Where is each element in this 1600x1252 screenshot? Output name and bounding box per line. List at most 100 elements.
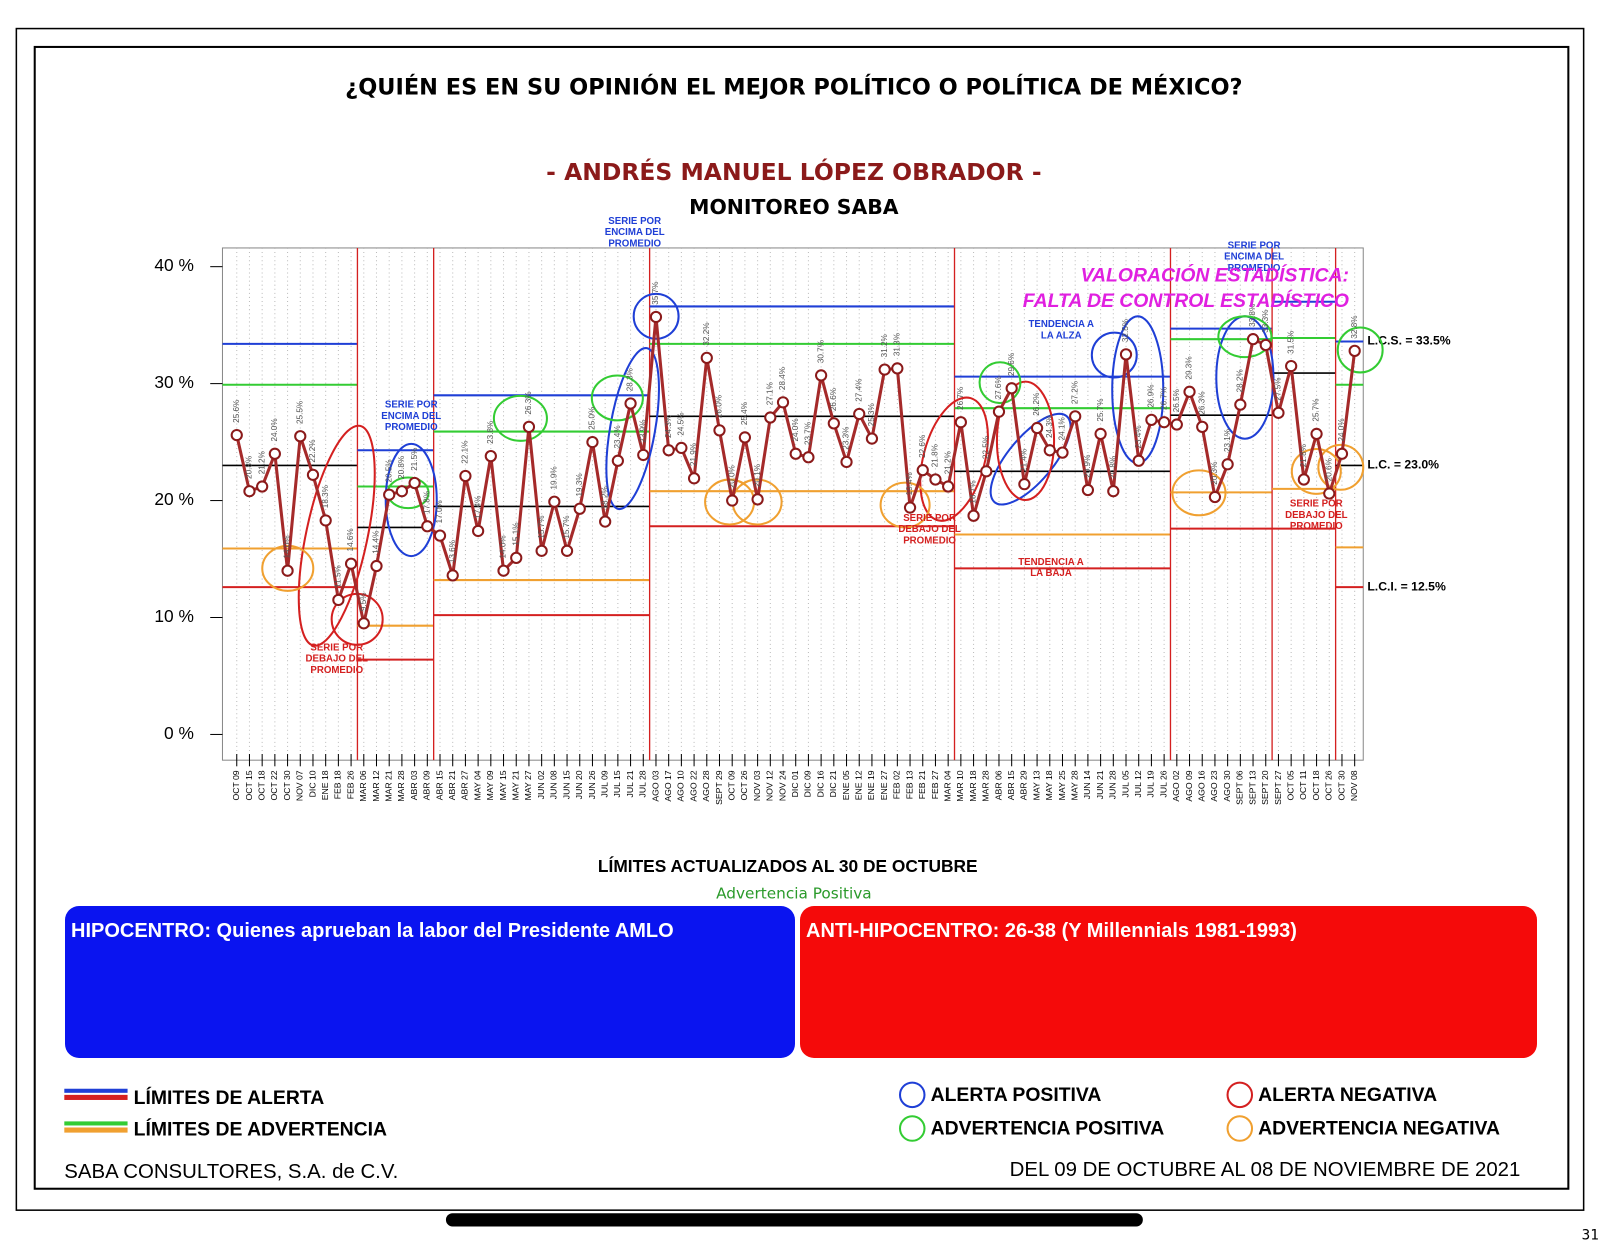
x-tick-label: OCT 18 xyxy=(1311,770,1321,800)
value-label: 25.5% xyxy=(295,401,304,424)
legend-circle xyxy=(1226,1115,1254,1142)
x-tick-label: NOV 03 xyxy=(752,770,762,801)
data-point xyxy=(916,464,929,477)
data-point xyxy=(573,502,586,515)
x-tick-label: AGO 02 xyxy=(1171,770,1181,801)
footer-company: SABA CONSULTORES, S.A. de C.V. xyxy=(64,1161,398,1183)
value-label: 28.3% xyxy=(626,368,635,391)
data-point xyxy=(256,480,269,493)
x-tick-label: ABR 06 xyxy=(993,770,1003,800)
data-point xyxy=(281,564,294,577)
hipocentro-panel: HIPOCENTRO: Quienes aprueban la labor de… xyxy=(65,906,795,1058)
data-point xyxy=(1119,348,1133,361)
legend-swatch xyxy=(64,1121,128,1126)
annotation: TENDENCIA A xyxy=(1018,557,1083,568)
x-tick-label: NOV 08 xyxy=(1349,770,1359,801)
value-label: 14.4% xyxy=(372,531,381,554)
data-point xyxy=(891,362,904,375)
value-label: 29.3% xyxy=(1185,356,1194,379)
value-label: 28.2% xyxy=(1235,369,1244,392)
x-tick-label: DIC 21 xyxy=(828,770,838,797)
value-label: 24.3% xyxy=(1045,415,1054,438)
annotation: PROMEDIO xyxy=(1228,263,1281,274)
status: Advertencia Positiva xyxy=(716,884,872,902)
x-tick-label: OCT 26 xyxy=(739,770,749,800)
value-label: 13.6% xyxy=(448,540,457,563)
x-tick-label: MAY 21 xyxy=(511,770,521,800)
value-label: 18.7% xyxy=(969,480,978,503)
x-tick-label: OCT 15 xyxy=(244,770,254,800)
data-point xyxy=(776,396,790,409)
legend-label: LÍMITES DE ADVERTENCIA xyxy=(134,1118,387,1141)
value-label: 27.1% xyxy=(765,382,774,405)
value-label: 17.8% xyxy=(422,491,431,514)
value-label: 24.3% xyxy=(664,415,673,438)
data-point xyxy=(408,476,421,490)
value-label: 14.6% xyxy=(346,528,355,551)
data-point xyxy=(344,557,358,570)
highlight-ellipse xyxy=(605,347,660,511)
annotation: PROMEDIO xyxy=(1290,521,1343,532)
highlight-ellipse xyxy=(1090,331,1138,379)
data-point xyxy=(268,447,281,460)
legend-label: ALERTA POSITIVA xyxy=(931,1084,1102,1106)
y-tick-label: 10 % xyxy=(154,606,194,626)
x-tick-label: MAY 25 xyxy=(1057,770,1067,800)
x-tick-label: OCT 09 xyxy=(726,770,736,800)
data-point xyxy=(1081,483,1095,497)
data-point xyxy=(1285,359,1298,373)
x-tick-label: DIC 09 xyxy=(803,770,813,797)
value-label: 22.1% xyxy=(461,441,470,464)
data-point xyxy=(1183,385,1196,398)
legend-circle xyxy=(1226,1081,1254,1109)
value-label: 27.4% xyxy=(854,379,863,402)
value-label: 20.0% xyxy=(727,465,736,488)
value-label: 27.5% xyxy=(1274,377,1283,400)
data-point xyxy=(1094,427,1107,441)
data-point xyxy=(687,472,701,485)
value-label: 25.6% xyxy=(232,400,241,423)
legend-circle xyxy=(898,1115,926,1142)
x-tick-label: ABR 21 xyxy=(447,770,457,800)
value-label: 20.1% xyxy=(753,464,762,487)
data-point xyxy=(1018,478,1031,491)
data-point xyxy=(370,559,383,573)
chart-title: ¿QUIÉN ES EN SU OPINIÓN EL MEJOR POLÍTIC… xyxy=(345,72,1242,100)
x-tick-label: JUL 12 xyxy=(1133,770,1143,797)
x-tick-label: MAY 18 xyxy=(1044,770,1054,800)
highlight-ellipse xyxy=(989,412,1072,506)
value-label: 24.0% xyxy=(270,418,279,441)
data-point xyxy=(421,520,434,533)
value-label: 27.6% xyxy=(994,376,1003,399)
data-point xyxy=(395,485,409,498)
x-tick-label: FEB 18 xyxy=(333,770,343,799)
x-tick-label: ENE 19 xyxy=(866,770,876,800)
x-tick-label: JUN 02 xyxy=(536,770,546,799)
value-label: 23.8% xyxy=(486,421,495,444)
data-point xyxy=(548,495,561,508)
highlight-ellipse xyxy=(995,380,1056,502)
x-tick-label: JUL 28 xyxy=(638,770,648,797)
data-point xyxy=(649,310,663,324)
value-label: 23.4% xyxy=(1134,425,1143,448)
x-tick-label: ABR 15 xyxy=(434,770,444,800)
value-label: 14.0% xyxy=(283,535,292,558)
y-tick-label: 0 % xyxy=(164,723,194,743)
x-tick-label: JUN 26 xyxy=(587,770,597,799)
x-tick-label: ABR 03 xyxy=(409,770,419,800)
data-point xyxy=(954,416,967,429)
legend-swatch xyxy=(64,1127,128,1133)
data-point xyxy=(599,515,612,528)
value-label: 17.0% xyxy=(435,500,444,523)
value-label: 26.0% xyxy=(715,395,724,418)
data-point xyxy=(1310,427,1323,441)
annotation: SERIE POR xyxy=(310,643,363,654)
data-point xyxy=(827,417,840,430)
value-label: 30.7% xyxy=(816,340,825,363)
data-point xyxy=(1335,447,1349,460)
data-point xyxy=(1272,406,1285,419)
value-label: 26.9% xyxy=(1147,384,1156,407)
value-label: 31.5% xyxy=(1286,331,1295,354)
value-label: 20.8% xyxy=(1108,456,1117,479)
value-label: 15.7% xyxy=(537,515,546,538)
